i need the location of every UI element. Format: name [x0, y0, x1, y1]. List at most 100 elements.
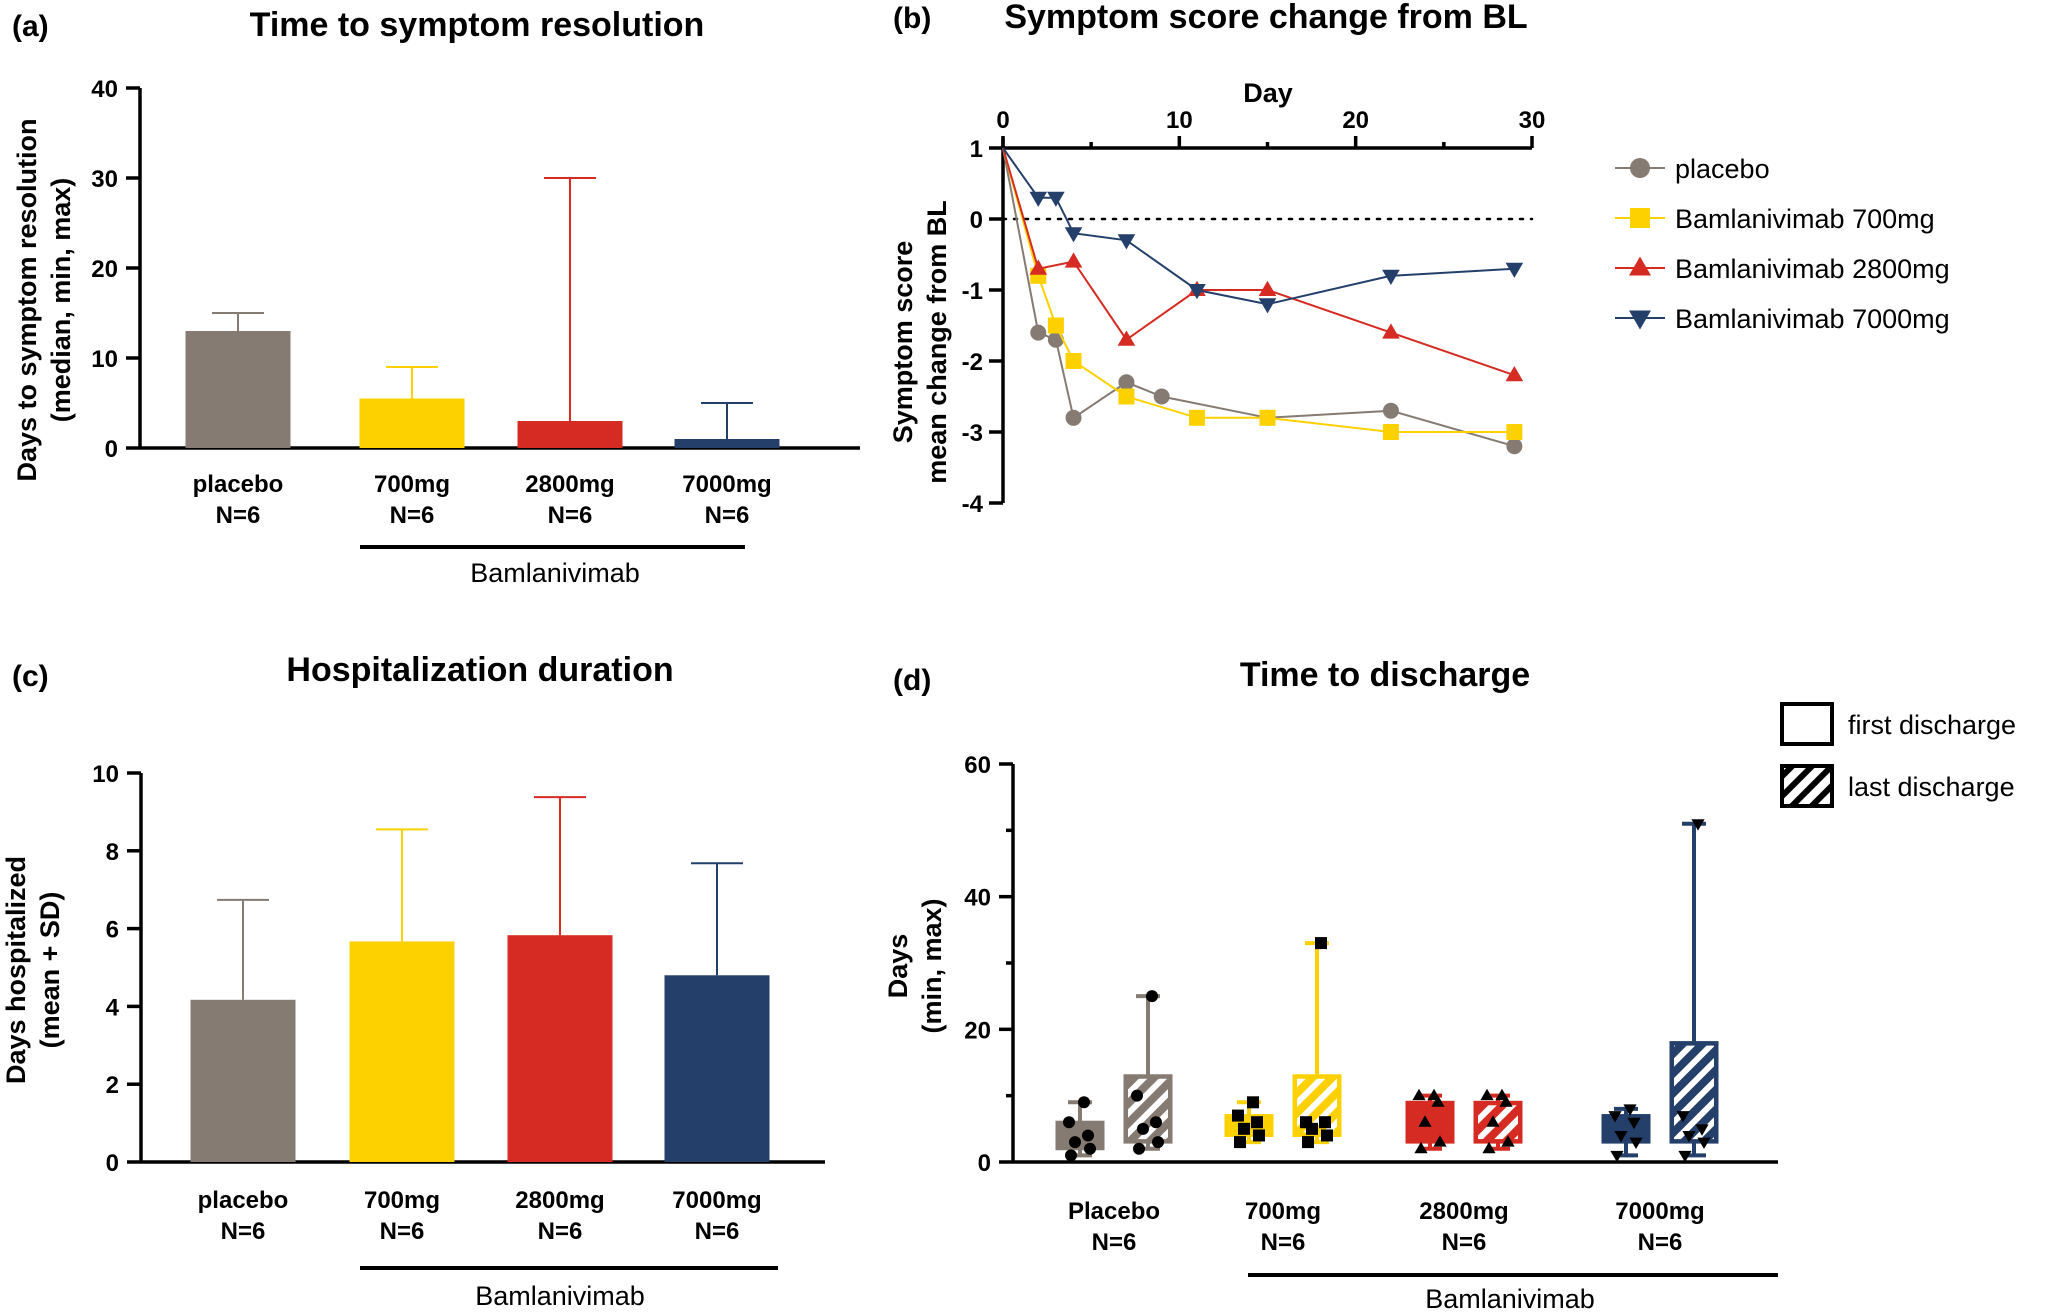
panel-c-category-n: N=6: [380, 1218, 425, 1245]
panel-d-first-box-point: [1614, 1130, 1628, 1143]
panel-b-legend-marker: [1630, 158, 1650, 178]
panel-a-ylabel-line1: Days to symptom resolution: [12, 118, 42, 481]
panel-a-bar-7000mg: [674, 439, 780, 448]
panel-b-ylabel-line1: Symptom score: [888, 241, 918, 444]
panel-a-category-n: N=6: [216, 502, 261, 529]
panel-b-xtick-label: 20: [1342, 107, 1369, 134]
panel-d-last-box-hatch: [1478, 1105, 1518, 1140]
panel-d-first-box-point: [1431, 1095, 1445, 1107]
panel-d-first-box-point: [1084, 1142, 1096, 1155]
panel-d-ytick-label: 60: [964, 752, 991, 779]
panel-b-point: [1065, 353, 1082, 369]
panel-b-point: [1118, 388, 1135, 405]
panel-d-group-label: Bamlanivimab: [1425, 1284, 1595, 1312]
legend-last-discharge-label: last discharge: [1848, 772, 2015, 802]
panel-d-first-box-point: [1418, 1115, 1432, 1127]
panel-b-point: [1117, 330, 1136, 346]
panel-d-last-box-point: [1146, 990, 1158, 1003]
panel-a: (a) Time to symptom resolution Days to s…: [12, 6, 860, 588]
panel-b-point: [1064, 227, 1083, 243]
panel-d-first-box-point: [1627, 1117, 1641, 1130]
panel-d-last-box-point: [1150, 1116, 1162, 1129]
panel-b-series-line-0: [1002, 147, 1515, 448]
panel-b-legend-marker: [1629, 256, 1651, 276]
legend-last-discharge-swatch: [1780, 764, 1834, 808]
panel-c-category-n: N=6: [695, 1218, 740, 1245]
panel-d-legend: first discharge last discharge: [1780, 702, 2016, 808]
panel-d-ytick-label: 40: [964, 885, 991, 912]
panel-c-category-n: N=6: [538, 1218, 583, 1245]
panel-d-first-box-point: [1247, 1096, 1259, 1109]
panel-a-category-n: N=6: [705, 502, 750, 529]
panel-d-first-box-point: [1078, 1096, 1090, 1109]
panel-d-first-box-point: [1234, 1136, 1246, 1149]
panel-a-ytick-label: 10: [91, 346, 118, 373]
panel-b-legend-marker: [1629, 310, 1651, 330]
panel-b-title: Symptom score change from BL: [1004, 0, 1527, 36]
panel-d-first-box-point: [1082, 1129, 1094, 1142]
panel-b: (b) Symptom score change from BL Day Sym…: [888, 0, 1950, 518]
panel-b-point: [1064, 252, 1083, 268]
panel-d: (d) Time to discharge Days (min, max) 0 2…: [883, 656, 2016, 1312]
panel-b-point: [1117, 234, 1136, 250]
panel-d-first-box-point: [1063, 1116, 1075, 1129]
panel-d-first-box-point: [1608, 1111, 1622, 1123]
panel-b-point: [1118, 374, 1135, 391]
panel-c-category-label: 700mg: [364, 1187, 440, 1214]
panel-a-ytick-label: 20: [91, 256, 118, 283]
panel-b-point: [1188, 409, 1205, 426]
panel-d-last-box-hatch: [1674, 1045, 1714, 1140]
panel-b-point: [1382, 323, 1400, 339]
panel-b-point: [1065, 409, 1082, 426]
panel-d-category-label: Placebo: [1068, 1198, 1160, 1225]
panel-b-legend-marker: [1630, 208, 1650, 228]
panel-a-plot: 0 10 20 30 40 placebo N=6 700mg N=6 2800mg N=6 7000…: [91, 76, 860, 549]
panel-a-title: Time to symptom resolution: [250, 6, 705, 44]
panel-c-category-label: 2800mg: [515, 1187, 604, 1214]
panel-d-label: (d): [893, 664, 931, 697]
panel-c-category-label: 7000mg: [672, 1187, 761, 1214]
panel-d-category-label: 700mg: [1245, 1198, 1321, 1225]
panel-d-last-box-point: [1152, 1136, 1164, 1149]
panel-a-ytick-label: 30: [91, 166, 118, 193]
panel-b-point: [1505, 262, 1524, 278]
panel-c-ytick-label: 8: [106, 839, 119, 866]
panel-b-point: [1382, 269, 1400, 285]
panel-b-point: [1047, 317, 1064, 334]
panel-d-category-label: 2800mg: [1419, 1198, 1508, 1225]
panel-c-bar-700mg: [349, 941, 455, 1162]
panel-d-last-box-point: [1495, 1088, 1509, 1101]
legend-first-discharge-swatch: [1780, 702, 1834, 746]
panel-a-bar-2800mg: [517, 421, 623, 448]
panel-d-ytick-label: 0: [978, 1150, 991, 1177]
panel-b-point: [1382, 402, 1399, 419]
panel-c-ytick-label: 0: [106, 1150, 119, 1177]
panel-a-category-label: placebo: [193, 471, 284, 498]
panel-b-point: [1258, 280, 1277, 296]
panel-b-legend-label: Bamlanivimab 2800mg: [1675, 254, 1950, 284]
panel-b-legend-label: Bamlanivimab 700mg: [1675, 204, 1935, 234]
panel-b-ytick-label: -1: [962, 278, 983, 305]
panel-d-last-box-point: [1697, 1137, 1711, 1149]
panel-d-last-box-point: [1137, 1122, 1149, 1135]
panel-b-legend-label: Bamlanivimab 7000mg: [1675, 304, 1950, 334]
panel-c-ytick-label: 6: [106, 917, 119, 944]
panel-b-xlabel: Day: [1243, 78, 1293, 108]
panel-d-last-box-point: [1321, 1129, 1333, 1142]
panel-c-ytick-label: 4: [106, 994, 120, 1021]
panel-d-last-box-point: [1482, 1141, 1496, 1154]
panel-d-last-box-point: [1315, 937, 1327, 950]
panel-d-last-box-point: [1319, 1116, 1331, 1129]
panel-b-ytick-label: 0: [970, 207, 983, 234]
panel-c: (c) Hospitalization duration Days hospit…: [1, 651, 825, 1311]
panel-d-last-box-point: [1691, 819, 1705, 831]
panel-d-first-box-point: [1065, 1149, 1077, 1162]
panel-b-xtick-label: 0: [996, 107, 1009, 134]
panel-b-ytick-label: -4: [962, 491, 984, 518]
panel-d-ylabel-line1: Days: [883, 934, 913, 999]
panel-c-group-label: Bamlanivimab: [475, 1281, 645, 1311]
panel-b-series-line-3: [1002, 147, 1515, 306]
panel-b-point: [1030, 324, 1047, 341]
panel-b-point: [1259, 409, 1276, 426]
